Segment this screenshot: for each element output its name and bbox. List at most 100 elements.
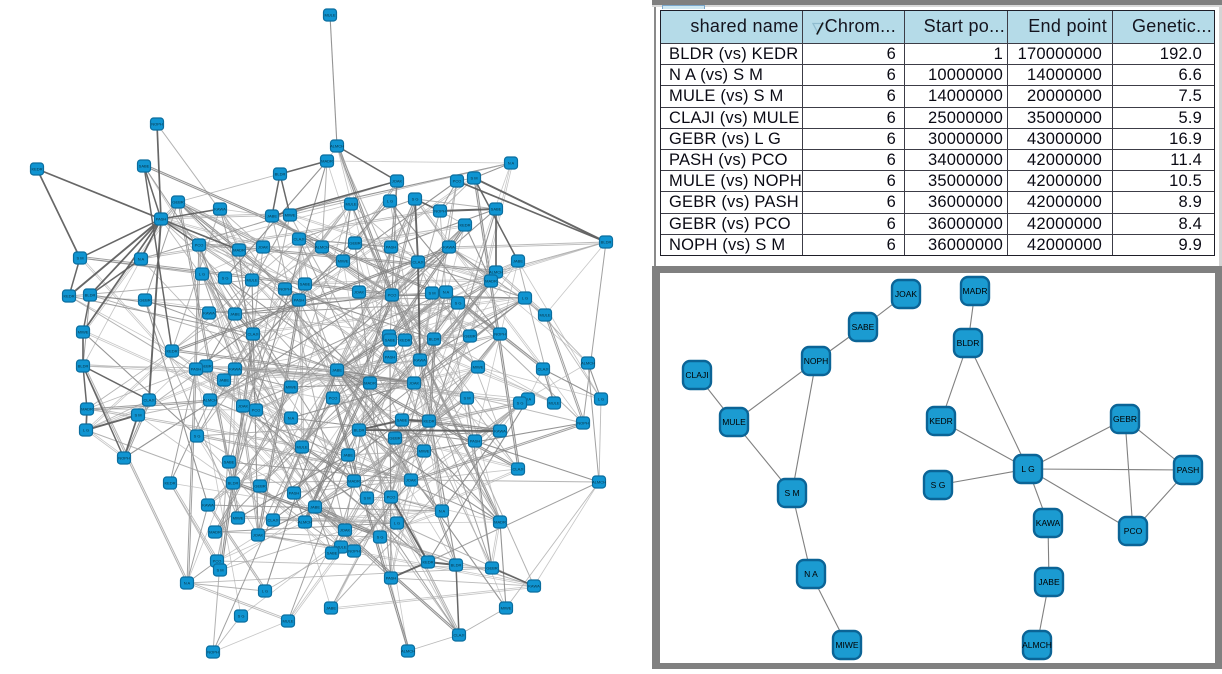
svg-text:KEDR: KEDR [399,338,410,343]
svg-text:N A: N A [443,290,450,295]
svg-text:S M: S M [784,488,799,498]
svg-text:N A: N A [508,161,515,166]
svg-text:S M: S M [76,256,83,261]
svg-text:PCO: PCO [387,495,396,500]
svg-text:KEDR: KEDR [422,560,433,565]
svg-text:KAWA: KAWA [414,358,426,363]
svg-text:PCO: PCO [388,293,397,298]
svg-text:KEDR: KEDR [929,416,953,426]
svg-text:MIWE: MIWE [78,330,89,335]
svg-text:SABE: SABE [224,460,235,465]
svg-text:KAWA: KAWA [494,429,506,434]
svg-text:JOAK: JOAK [258,245,269,250]
svg-text:NOPH: NOPH [577,421,589,426]
svg-text:SABE: SABE [852,322,875,332]
svg-text:GEBR: GEBR [464,334,475,339]
svg-text:JABE: JABE [326,606,336,611]
svg-text:GEBR: GEBR [349,241,360,246]
svg-text:MADR: MADR [348,479,360,484]
svg-text:S G: S G [517,401,524,406]
svg-text:L G: L G [598,397,604,402]
svg-text:GEBR: GEBR [139,298,150,303]
svg-text:PASH: PASH [156,217,167,222]
svg-text:SABE: SABE [139,164,150,169]
svg-text:JABE: JABE [513,259,523,264]
svg-text:L G: L G [394,521,400,526]
svg-text:JOAK: JOAK [406,478,417,483]
svg-text:NOPH: NOPH [118,456,130,461]
svg-text:CLAJI: CLAJI [685,370,708,380]
svg-text:S G: S G [931,480,946,490]
svg-text:BLDR: BLDR [78,364,89,369]
svg-text:NOPH: NOPH [494,332,506,337]
svg-text:JABE: JABE [219,378,229,383]
svg-text:L G: L G [199,272,205,277]
svg-text:BLDR: BLDR [85,293,96,298]
svg-text:MULE: MULE [246,278,257,283]
svg-text:JOAK: JOAK [409,381,420,386]
svg-text:S M: S M [363,496,370,501]
svg-text:PCO: PCO [329,396,338,401]
svg-text:PCO: PCO [453,179,462,184]
svg-text:CLAJI: CLAJI [513,467,524,472]
svg-text:ALMCH: ALMCH [401,649,415,654]
svg-text:CLAJI: CLAJI [268,518,279,523]
svg-text:KAWA: KAWA [229,367,241,372]
svg-text:BLDR: BLDR [957,338,980,348]
svg-text:BLDR: BLDR [228,481,239,486]
svg-text:MULE: MULE [548,401,559,406]
svg-text:SABE: SABE [491,207,502,212]
svg-text:PASH: PASH [470,439,481,444]
svg-text:PASH: PASH [289,491,300,496]
svg-text:MULE: MULE [722,417,746,427]
svg-text:PASH: PASH [294,298,305,303]
svg-text:S M: S M [134,413,141,418]
svg-text:PASH: PASH [386,245,397,250]
svg-text:CLAJI: CLAJI [454,633,465,638]
svg-text:MADR: MADR [962,286,987,296]
svg-text:MIWE: MIWE [419,449,430,454]
svg-text:CLAJI: CLAJI [413,260,424,265]
svg-text:CLAJI: CLAJI [294,237,305,242]
svg-text:MIWE: MIWE [338,259,349,264]
svg-text:JABE: JABE [343,453,353,458]
svg-text:KAWA: KAWA [214,207,226,212]
svg-text:S G: S G [222,276,229,281]
svg-text:MIWE: MIWE [233,516,244,521]
svg-text:NOPH: NOPH [207,650,219,655]
svg-text:ALMCH: ALMCH [592,480,606,485]
svg-text:MULE: MULE [296,445,307,450]
svg-text:NOPH: NOPH [348,549,360,554]
svg-text:ALMCH: ALMCH [298,520,312,525]
svg-text:ALMCH: ALMCH [1022,640,1052,650]
svg-text:NOPH: NOPH [279,287,291,292]
svg-text:KAWA: KAWA [528,584,540,589]
svg-text:SABE: SABE [327,551,338,556]
svg-text:SABE: SABE [397,418,408,423]
svg-text:S G: S G [238,614,245,619]
svg-text:ALMCH: ALMCH [330,144,344,149]
svg-text:S M: S M [463,396,470,401]
svg-text:JOAK: JOAK [354,290,365,295]
svg-text:N A: N A [525,397,532,402]
svg-text:JOAK: JOAK [253,533,264,538]
svg-text:GEBR: GEBR [486,566,497,571]
svg-text:S M: S M [428,291,435,296]
svg-text:N A: N A [439,509,446,514]
svg-text:MULE: MULE [324,13,335,18]
svg-text:CLAJI: CLAJI [144,398,155,403]
svg-text:CLAJI: CLAJI [248,332,259,337]
svg-text:BLDR: BLDR [601,240,612,245]
svg-text:MIWE: MIWE [286,385,297,390]
svg-text:PCO: PCO [1124,526,1143,536]
svg-text:JOAK: JOAK [895,289,918,299]
svg-text:MADR: MADR [321,159,333,164]
svg-text:NOPH: NOPH [151,122,163,127]
svg-text:MULE: MULE [539,313,550,318]
svg-text:JABE: JABE [332,368,342,373]
svg-text:PASH: PASH [191,367,202,372]
svg-text:MADR: MADR [209,530,221,535]
svg-text:L G: L G [522,296,528,301]
svg-text:L G: L G [1021,464,1034,474]
svg-text:JABE: JABE [310,505,320,510]
